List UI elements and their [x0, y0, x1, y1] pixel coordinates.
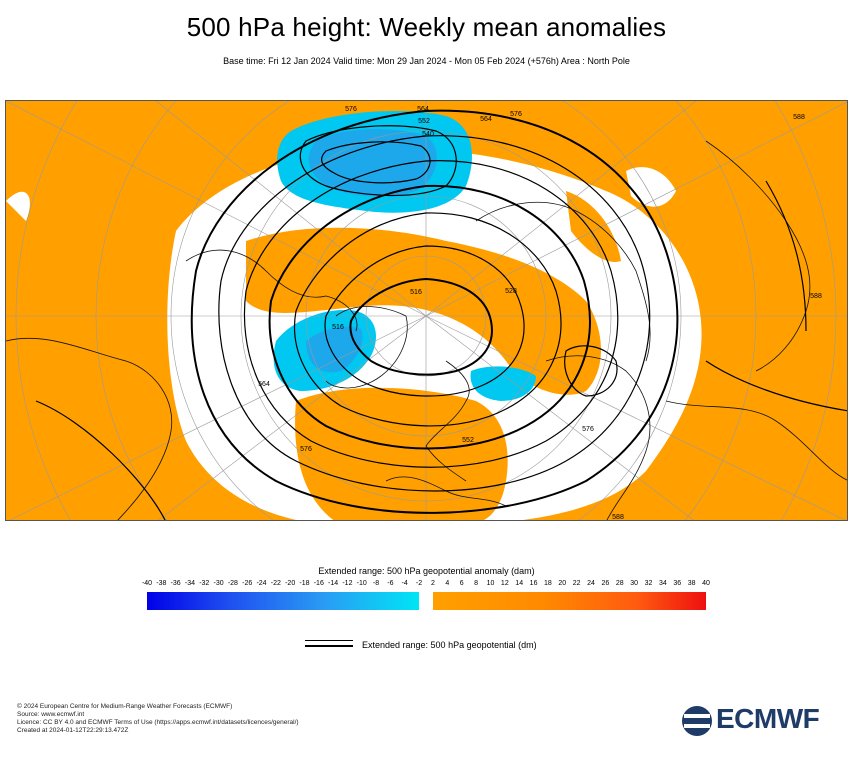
contour-label-group: 576 564 552 540 516 528 564 576 564 552 … [258, 106, 822, 521]
colorbar-tick-label: -40 [141, 580, 153, 587]
colorbar-tick-label: -2 [415, 580, 423, 587]
negative-anomaly-scandinavia [470, 366, 536, 401]
credit-line: Created at 2024-01-12T22:29:13.472Z [17, 727, 129, 734]
colorbar-tick-label: 34 [658, 580, 667, 587]
chart-title: 500 hPa height: Weekly mean anomalies [186, 12, 667, 42]
colorbar-tick-label: -6 [387, 580, 394, 587]
contour-label: 552 [418, 118, 430, 125]
ecmwf-logo-icon [682, 706, 712, 736]
colorbar-tick-label: 38 [687, 580, 696, 587]
colorbar-tick-label: -28 [227, 580, 238, 587]
map-canvas: 576 564 552 540 516 528 564 576 564 552 … [6, 101, 847, 521]
contour-legend-label: Extended range: 500 hPa geopotential (dm… [362, 640, 537, 650]
colorbar-tick-label: -20 [285, 580, 296, 587]
colorbar-tick-label: 30 [630, 580, 639, 587]
colorbar-tick-label: -38 [156, 580, 167, 587]
graticule [6, 101, 847, 520]
positive-anomaly-corner [6, 471, 65, 520]
negative-anomaly-core-greenland [306, 326, 363, 373]
colorbar-tick-label: -4 [401, 580, 408, 587]
positive-anomaly-lobe-east [566, 191, 621, 262]
geopotential-contours [35, 109, 847, 520]
colorbar-tick-label: -18 [299, 580, 310, 587]
colorbar-tick-label: -16 [313, 580, 324, 587]
contour-label: 564 [480, 116, 492, 123]
north-pole-map: 576 564 552 540 516 528 564 576 564 552 … [5, 100, 848, 521]
colorbar-tick-label: 40 [702, 580, 710, 587]
colorbar-tick-label: 12 [500, 580, 509, 587]
colorbar-tick-label: -12 [342, 580, 353, 587]
contour-label: 552 [462, 437, 474, 444]
colorbar-tick-label: 36 [673, 580, 682, 587]
contour-label: 588 [612, 514, 624, 521]
credit-line: © 2024 European Centre for Medium-Range … [17, 703, 233, 710]
contour-legend-line [305, 640, 353, 650]
colorbar-tick-label: -30 [213, 580, 224, 587]
coastlines [6, 140, 847, 520]
colorbar-tick-label: 10 [486, 580, 495, 587]
colorbar-tick-label: 28 [615, 580, 624, 587]
colorbar-tick-label: 2 [431, 580, 435, 587]
colorbar-tick-label: 22 [572, 580, 581, 587]
colorbar-negative [147, 592, 419, 610]
colorbar-tick-label: 26 [601, 580, 610, 587]
contour-label: 588 [810, 293, 822, 300]
colorbar-tick-label: -14 [328, 580, 339, 587]
contour-label: 576 [345, 106, 357, 113]
colorbar-tick-label: -32 [199, 580, 210, 587]
contour-label: 516 [332, 324, 344, 331]
contour-label: 528 [505, 288, 517, 295]
colorbar-tick-label: -36 [170, 580, 181, 587]
neutral-region-west [6, 191, 30, 221]
contour-label: 540 [422, 131, 434, 138]
colorbar-tick-label: 8 [474, 580, 479, 587]
colorbar-tick-label: 14 [515, 580, 524, 587]
colorbar-tick-label: 20 [558, 580, 567, 587]
credit-line: Licence: CC BY 4.0 and ECMWF Terms of Us… [17, 719, 299, 726]
colorbar-tick-label: 18 [544, 580, 552, 587]
positive-anomaly-lobe-atlantic [295, 387, 508, 520]
colorbar-tick-label: 6 [459, 580, 464, 587]
colorbar-tick-label: -26 [242, 580, 253, 587]
colorbar-tick-label: -8 [372, 580, 380, 587]
logo-text: ECMWF [716, 703, 820, 734]
colorbar-tick-label: -22 [270, 580, 281, 587]
colorbar-tick-label: 4 [445, 580, 450, 587]
colorbar-tick-label: 16 [529, 580, 538, 587]
contour-label: 564 [258, 381, 270, 388]
colorbar-title: Extended range: 500 hPa geopotential ano… [318, 566, 535, 576]
contour-label: 576 [582, 426, 594, 433]
chart-subtitle: Base time: Fri 12 Jan 2024 Valid time: M… [223, 56, 630, 66]
contour-label: 576 [300, 446, 312, 453]
colorbar-tick-label: 24 [587, 580, 595, 587]
contour-label: 516 [410, 289, 422, 296]
colorbar-tick-label: -34 [184, 580, 195, 587]
colorbar-tick-label: -10 [356, 580, 367, 587]
credits: © 2024 European Centre for Medium-Range … [17, 703, 299, 735]
colorbar-positive [433, 592, 706, 610]
colorbar-tick-label: 32 [644, 580, 653, 587]
contour-label: 576 [510, 111, 522, 118]
contour-label: 564 [417, 106, 429, 113]
contour-label: 588 [793, 114, 805, 121]
colorbar-tick-label: -24 [256, 580, 267, 587]
credit-line: Source: www.ecmwf.int [17, 711, 85, 718]
